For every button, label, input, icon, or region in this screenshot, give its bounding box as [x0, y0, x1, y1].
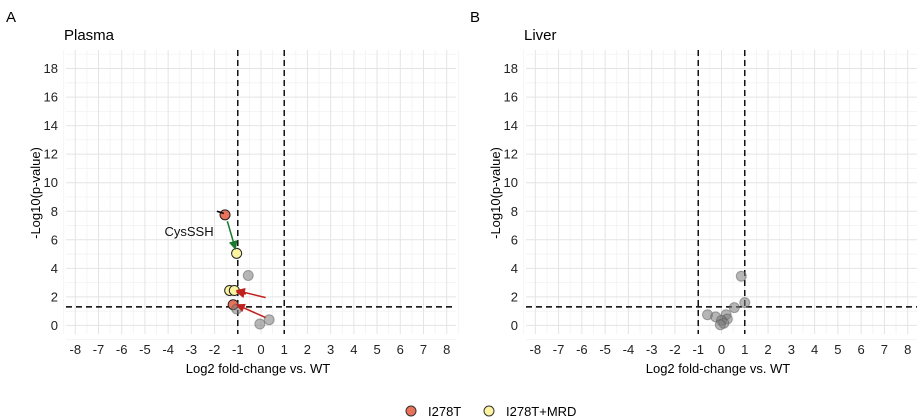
panel-a-ytick-label: 12 — [44, 147, 58, 162]
panel-a-xtick-label: -3 — [186, 342, 198, 357]
panel-b-xtick-label: -2 — [669, 342, 681, 357]
panel-b-ytick-label: 0 — [511, 318, 518, 333]
panel-a-arrow-red — [235, 288, 266, 299]
legend-label-i278t: I278T — [428, 404, 461, 418]
panel-b-xtick-label: -7 — [553, 342, 565, 357]
panel-b-ytick-label: 6 — [511, 232, 518, 247]
panel-a-title: Plasma — [64, 27, 115, 44]
panel-b-data-point — [728, 302, 740, 314]
panel-a-data-point — [254, 318, 266, 330]
panel-a-xtick-label: 4 — [350, 342, 357, 357]
panel-a-xtick-label: 5 — [373, 342, 380, 357]
panel-b-ytick-label: 4 — [511, 261, 518, 276]
panel-a-plot: -8 -7 -6 -5 -4 -3 -2 -1 0 1 2 3 4 5 6 7 8024681012141618… — [44, 50, 459, 357]
panel-a-xtick-label: -7 — [93, 342, 105, 357]
panel-b-xtick-label: -3 — [646, 342, 658, 357]
panel-a-xtick-label: 6 — [397, 342, 404, 357]
panel-a-data-point — [263, 314, 275, 326]
panel-b-ytick-label: 8 — [511, 204, 518, 219]
panel-b-ytick-label: 16 — [504, 90, 518, 105]
panel-b-title: Liver — [524, 27, 557, 44]
panel-a-ytick-label: 6 — [51, 232, 58, 247]
panel-b-xtick-label: 5 — [834, 342, 841, 357]
panel-a-xtick-label: 0 — [257, 342, 264, 357]
panel-b-xtick-label: 6 — [858, 342, 865, 357]
panel-b: B Liver -Log10(p-value) Log2 fold-change… — [470, 9, 917, 376]
panel-a: A Plasma -Log10(p-value) Log2 fold-chang… — [6, 9, 459, 376]
panel-b-xtick-label: -5 — [599, 342, 611, 357]
panel-a-arrow-green — [226, 221, 238, 250]
panel-a-xtick-label: -6 — [116, 342, 128, 357]
panel-a-data-point — [231, 247, 243, 259]
panel-a-xlabel: Log2 fold-change vs. WT — [186, 361, 331, 376]
panel-a-ytick-label: 8 — [51, 204, 58, 219]
panel-a-ytick-label: 10 — [44, 175, 58, 190]
panel-a-xtick-label: 1 — [281, 342, 288, 357]
panel-a-ytick-label: 16 — [44, 90, 58, 105]
panel-b-xtick-label: 0 — [718, 342, 725, 357]
panel-b-ytick-label: 10 — [504, 175, 518, 190]
panel-b-ytick-label: 2 — [511, 289, 518, 304]
panel-b-data-point — [739, 297, 751, 309]
panel-b-xtick-label: 8 — [904, 342, 911, 357]
panel-a-xtick-label: -1 — [232, 342, 244, 357]
panel-b-xtick-label: 3 — [788, 342, 795, 357]
panel-a-ytick-label: 2 — [51, 289, 58, 304]
panel-a-xtick-label: -4 — [162, 342, 174, 357]
panel-a-ytick-label: 18 — [44, 61, 58, 76]
panel-a-xtick-label: 7 — [420, 342, 427, 357]
panel-a-arrow-black — [216, 210, 225, 215]
legend-marker-i278t-mrd — [483, 405, 495, 417]
panel-a-ytick-label: 14 — [44, 118, 58, 133]
panel-a-ytick-label: 0 — [51, 318, 58, 333]
panel-a-xtick-label: -2 — [209, 342, 221, 357]
panel-a-xtick-label: 3 — [327, 342, 334, 357]
panel-a-ylabel: -Log10(p-value) — [28, 147, 43, 239]
panel-b-data-point — [735, 270, 747, 282]
legend: I278T I278T+MRD — [405, 404, 576, 418]
panel-b-ylabel: -Log10(p-value) — [488, 147, 503, 239]
panel-a-data-point — [242, 269, 254, 281]
panel-b-letter: B — [470, 9, 480, 26]
panel-a-letter: A — [6, 9, 16, 26]
panel-b-xtick-label: 4 — [811, 342, 818, 357]
panel-b-xtick-label: 2 — [764, 342, 771, 357]
panel-b-xtick-label: -4 — [623, 342, 635, 357]
panel-a-xtick-label: 8 — [443, 342, 450, 357]
legend-marker-i278t — [405, 405, 417, 417]
panel-b-xtick-label: -8 — [530, 342, 542, 357]
panel-a-xtick-label: -8 — [70, 342, 82, 357]
panel-b-ytick-label: 18 — [504, 61, 518, 76]
panel-a-ytick-label: 4 — [51, 261, 58, 276]
panel-b-xlabel: Log2 fold-change vs. WT — [646, 361, 791, 376]
panel-b-ytick-label: 14 — [504, 118, 518, 133]
panel-a-annotation-cysssh: CysSSH — [164, 224, 213, 239]
legend-label-i278t-mrd: I278T+MRD — [506, 404, 576, 418]
panel-b-xtick-label: -1 — [692, 342, 704, 357]
panel-b-data-point — [714, 319, 726, 331]
panel-b-xtick-label: 7 — [881, 342, 888, 357]
panel-a-xtick-label: 2 — [304, 342, 311, 357]
panel-b-ytick-label: 12 — [504, 147, 518, 162]
panel-a-data-point — [219, 209, 231, 221]
panel-b-xtick-label: 1 — [741, 342, 748, 357]
panel-a-arrow-red — [235, 303, 266, 319]
panel-a-xtick-label: -5 — [139, 342, 151, 357]
panel-b-xtick-label: -6 — [576, 342, 588, 357]
